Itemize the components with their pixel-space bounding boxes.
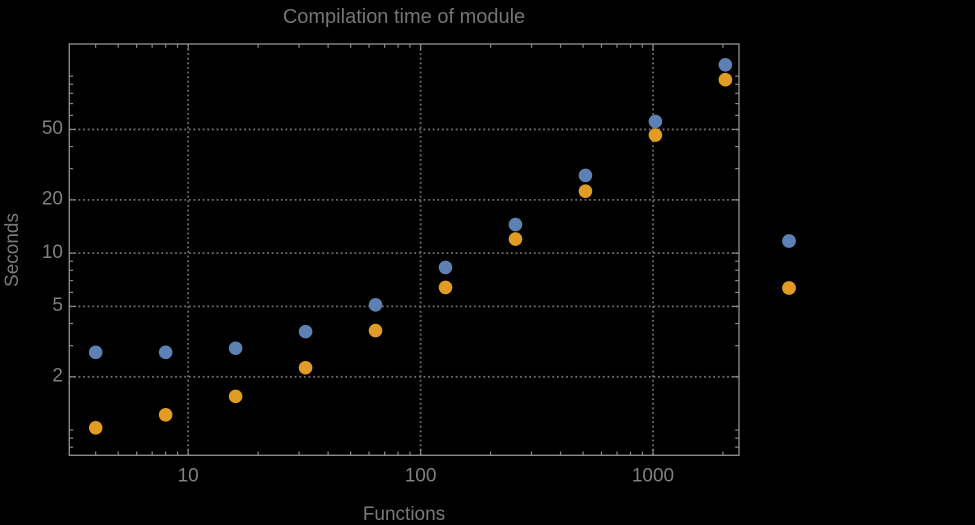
data-points: [88, 57, 733, 435]
gridlines: [69, 44, 739, 456]
x-tick-label: 10: [178, 466, 199, 487]
scatter-point-series-orange-x16: [228, 389, 243, 404]
scatter-point-series-blue-x4: [88, 345, 103, 360]
y-tick-label: 20: [42, 189, 63, 210]
scatter-point-series-blue-x32: [298, 324, 313, 339]
scatter-point-series-blue-x512: [578, 168, 593, 183]
scatter-point-series-orange-x64: [368, 323, 383, 338]
scatter-point-series-orange-x2048: [718, 72, 733, 87]
scatter-point-series-orange-x256: [508, 232, 523, 246]
scatter-point-series-orange-x1024: [648, 128, 663, 142]
scatter-point-series-orange-x8: [158, 407, 173, 422]
x-tick-label: 100: [405, 466, 437, 487]
legend: [782, 234, 796, 295]
scatter-point-series-orange-x128: [438, 280, 453, 295]
scatter-point-series-orange-x512: [578, 184, 593, 198]
tick-marks: [69, 44, 739, 456]
scatter-point-series-blue-x2048: [718, 57, 733, 72]
legend-marker-2: [782, 281, 796, 295]
plot-frame: [68, 43, 740, 456]
x-axis-label: Functions: [363, 504, 445, 525]
scatter-point-series-blue-x64: [368, 298, 383, 312]
y-tick-label: 50: [42, 118, 63, 139]
y-axis-label: Seconds: [2, 213, 23, 287]
scatter-point-series-blue-x1024: [648, 114, 663, 129]
y-tick-label: 5: [52, 295, 63, 316]
y-tick-label: 10: [42, 242, 63, 263]
y-tick-label: 2: [52, 366, 63, 387]
frame: [68, 43, 740, 456]
scatter-point-series-blue-x128: [438, 260, 453, 275]
legend-marker-1: [782, 234, 796, 248]
scatter-point-series-orange-x4: [88, 420, 103, 435]
scatter-point-series-blue-x16: [228, 341, 243, 356]
scatter-point-series-blue-x256: [508, 217, 523, 232]
scatter-point-series-orange-x32: [298, 360, 313, 375]
tick-labels: 10 100 1000 2 5 10 20 50: [42, 118, 674, 486]
x-tick-label: 1000: [632, 466, 674, 487]
scatter-point-series-blue-x8: [158, 345, 173, 360]
chart-title: Compilation time of module: [283, 6, 525, 28]
